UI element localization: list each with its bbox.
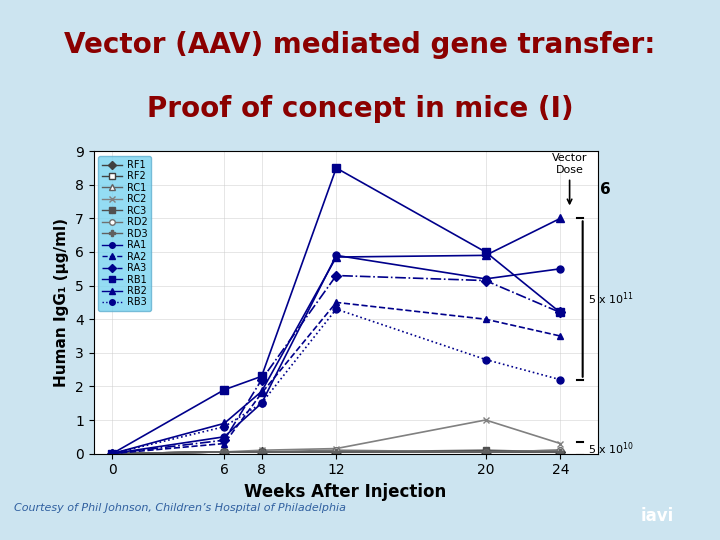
Text: Courtesy of Phil Johnson, Children’s Hospital of Philadelphia: Courtesy of Phil Johnson, Children’s Hos… — [14, 503, 346, 514]
Text: Proof of concept in mice (I): Proof of concept in mice (I) — [147, 95, 573, 123]
Legend: RF1, RF2, RC1, RC2, RC3, RD2, RD3, RA1, RA2, RA3, RB1, RB2, RB3: RF1, RF2, RC1, RC2, RC3, RD2, RD3, RA1, … — [99, 156, 151, 312]
Text: Vector (AAV) mediated gene transfer:: Vector (AAV) mediated gene transfer: — [64, 31, 656, 59]
Text: Vector
Dose: Vector Dose — [552, 153, 588, 204]
Y-axis label: Human IgG₁ (μg/ml): Human IgG₁ (μg/ml) — [55, 218, 69, 387]
Text: $\it{In\ vivo}$ production of human IgG$_1$ (b12) is sustained for > 6
months: $\it{In\ vivo}$ production of human IgG$… — [108, 180, 612, 219]
X-axis label: Weeks After Injection: Weeks After Injection — [245, 483, 446, 501]
Text: iavi: iavi — [641, 507, 674, 525]
Text: 5 x 10$^{10}$: 5 x 10$^{10}$ — [588, 440, 634, 457]
Text: 5 x 10$^{11}$: 5 x 10$^{11}$ — [588, 291, 634, 307]
